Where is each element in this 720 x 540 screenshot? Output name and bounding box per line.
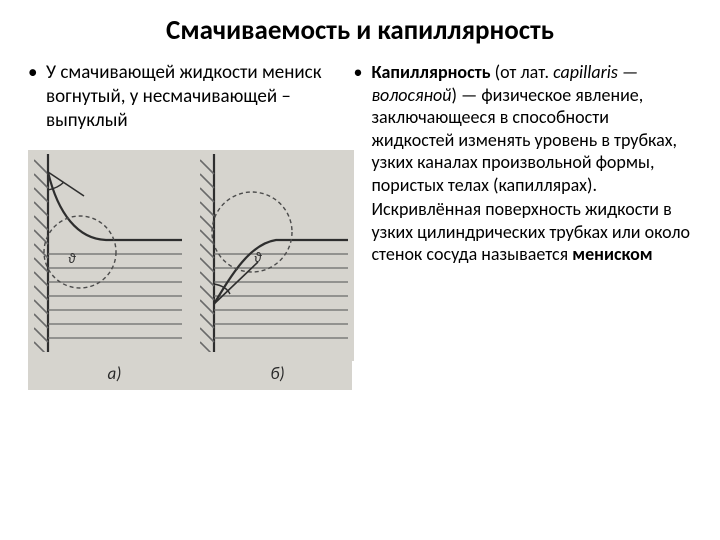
figure-label-b: б)	[197, 363, 346, 384]
tangent-circle	[212, 192, 292, 272]
term-meniscus: мениском	[572, 243, 652, 265]
term-capillarity: Капиллярность	[371, 61, 490, 83]
right-column: • Капиллярность (от лат. capillaris — во…	[353, 61, 692, 390]
theta-label: ϑ	[68, 250, 76, 267]
wall-hatch	[200, 154, 214, 352]
bullet-mark: •	[353, 61, 371, 266]
p1-mid: (от лат.	[491, 61, 549, 83]
figures-row: ϑ	[28, 150, 354, 361]
figure-a-svg: ϑ	[34, 154, 182, 352]
two-columns: • У смачивающей жидкости мениск вогнутый…	[28, 61, 692, 390]
right-bullet-text: Капиллярность (от лат. capillaris — воло…	[371, 61, 692, 266]
meniscus-curve	[48, 172, 182, 240]
meniscus-curve	[214, 240, 348, 304]
figure-b-svg: ϑ	[200, 154, 348, 352]
figure-labels: а) б)	[28, 361, 352, 390]
tangent-circle	[44, 216, 116, 288]
figure-label-a: а)	[34, 363, 183, 384]
bullet-mark: •	[28, 61, 46, 132]
slide-title: Смачиваемость и капиллярность	[28, 14, 692, 47]
figure-area: ϑ	[28, 150, 333, 390]
left-column: • У смачивающей жидкости мениск вогнутый…	[28, 61, 333, 390]
theta-label: ϑ	[254, 249, 262, 266]
right-bullet: • Капиллярность (от лат. capillaris — во…	[353, 61, 692, 266]
left-bullet: • У смачивающей жидкости мениск вогнутый…	[28, 61, 333, 132]
figure-b: ϑ	[200, 154, 348, 357]
figure-a: ϑ	[34, 154, 182, 357]
left-bullet-text: У смачивающей жидкости мениск вогнутый, …	[46, 61, 333, 132]
liquid-fill	[214, 254, 348, 338]
wall-hatch	[34, 154, 48, 352]
